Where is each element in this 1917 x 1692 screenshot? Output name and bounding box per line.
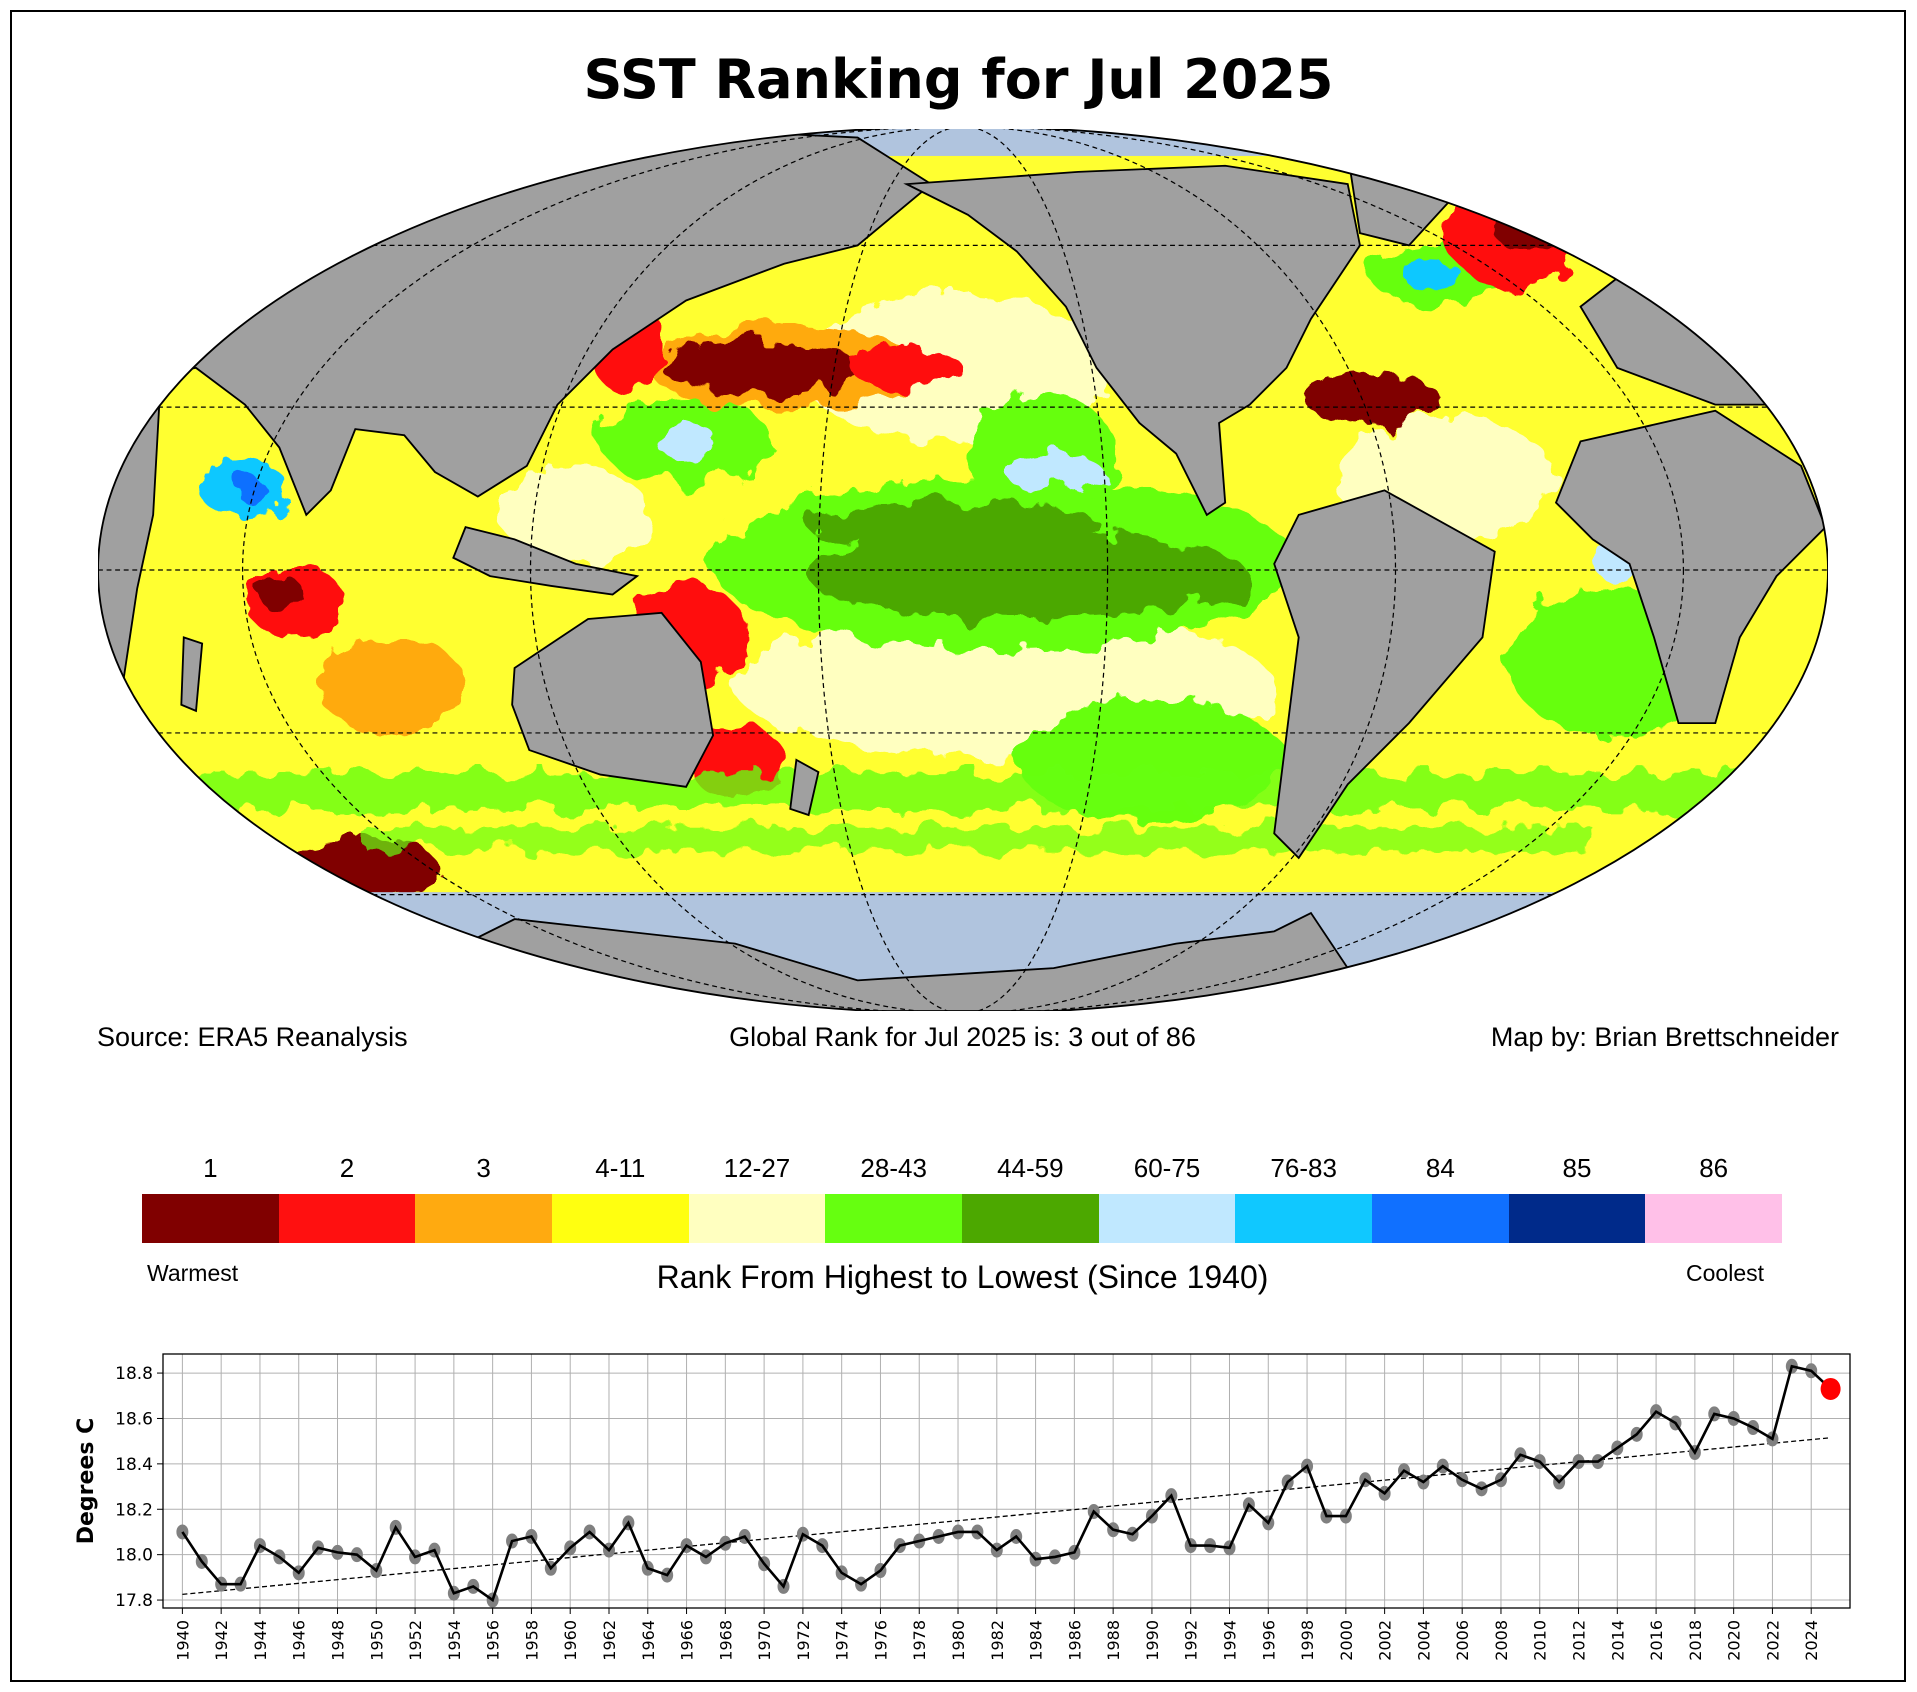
x-tick-label: 1958	[522, 1620, 541, 1661]
timeseries-chart: 1940 1942 1944 1946 1948 1950 1952 1954 1956 1958…	[74, 1353, 1851, 1661]
plot-frame	[162, 1353, 1851, 1609]
x-tick-label: 2008	[1492, 1620, 1511, 1661]
australia	[511, 611, 715, 788]
new-zealand	[789, 758, 820, 817]
legend-swatch-0	[142, 1194, 279, 1243]
x-tick-label: 1952	[406, 1620, 425, 1661]
series-line	[181, 1364, 1832, 1603]
x-tick-label: 1960	[561, 1620, 580, 1661]
x-tick-label: 1970	[755, 1620, 774, 1661]
legend-label: 4-11	[595, 1153, 646, 1183]
x-tick-label: 2024	[1802, 1620, 1821, 1661]
x-tick-label: 1988	[1104, 1620, 1123, 1661]
x-tick-label: 2020	[1725, 1620, 1744, 1661]
x-tick-label: 2006	[1453, 1620, 1472, 1661]
legend-label: 1	[203, 1153, 218, 1183]
legend-label: 84	[1425, 1153, 1455, 1183]
x-tick-label: 1966	[678, 1620, 697, 1661]
arctic-ice	[98, 129, 1828, 156]
sst-rank-map	[98, 129, 1828, 1011]
y-tick-label: 18.6	[115, 1409, 153, 1429]
south-america	[1273, 489, 1496, 860]
x-tick-label: 1954	[445, 1620, 464, 1661]
legend-swatch-9	[1372, 1194, 1509, 1243]
legend-label: 44-59	[997, 1153, 1064, 1183]
x-tick-label: 1994	[1220, 1620, 1239, 1661]
x-tick-label: 1980	[949, 1620, 968, 1661]
legend-swatch-11	[1645, 1194, 1783, 1243]
x-tick-label: 1948	[329, 1620, 348, 1661]
global-rank-label: Global Rank for Jul 2025 is: 3 out of 86	[729, 1022, 1196, 1052]
x-tick-label: 1996	[1259, 1620, 1278, 1661]
x-tick-label: 1992	[1182, 1620, 1201, 1661]
legend-swatch-5	[825, 1194, 963, 1243]
y-tick-label: 18.0	[115, 1546, 153, 1566]
legend-label: 2	[339, 1153, 355, 1183]
legend-swatch-7	[1098, 1194, 1236, 1243]
x-tick-label: 2004	[1414, 1620, 1433, 1661]
x-tick-label: 1962	[600, 1620, 619, 1661]
x-tick-label: 1986	[1065, 1620, 1084, 1661]
x-tick-label: 1940	[173, 1620, 192, 1661]
madagascar	[180, 636, 204, 713]
x-tick-label: 2018	[1686, 1620, 1705, 1661]
legend-label: 60-75	[1133, 1153, 1201, 1183]
source-label: Source: ERA5 Reanalysis	[97, 1022, 408, 1052]
y-tick-label: 18.8	[115, 1364, 153, 1384]
legend-swatch-2	[415, 1194, 553, 1243]
x-tick-label: 2016	[1647, 1620, 1666, 1661]
x-tick-label: 2012	[1570, 1620, 1589, 1661]
figure-frame	[10, 10, 1906, 1682]
southern-ocean-band	[122, 772, 1814, 852]
x-tick-label: 1964	[639, 1620, 658, 1661]
page-title: SST Ranking for Jul 2025	[583, 48, 1334, 111]
legend-label: 28-43	[860, 1153, 927, 1183]
x-tick-label: 1976	[871, 1620, 890, 1661]
legend-swatch-10	[1508, 1194, 1646, 1243]
legend-swatch-8	[1235, 1194, 1373, 1243]
x-tick-label: 1978	[910, 1620, 929, 1661]
x-tick-label: 1946	[290, 1620, 309, 1661]
legend-swatch-4	[688, 1194, 826, 1243]
graticule	[98, 129, 1828, 1011]
legend-warmest: Warmest	[147, 1260, 239, 1286]
x-tick-label: 1982	[988, 1620, 1007, 1661]
x-tick-label: 2022	[1763, 1620, 1782, 1661]
legend-label: 12-27	[723, 1153, 791, 1183]
indonesia	[452, 526, 640, 596]
x-tick-label: 1990	[1143, 1620, 1162, 1661]
x-tick-label: 1998	[1298, 1620, 1317, 1661]
x-tick-label: 1972	[794, 1620, 813, 1661]
x-tick-label: 1984	[1027, 1620, 1046, 1661]
legend-swatch-1	[278, 1194, 416, 1243]
x-tick-label: 2002	[1376, 1620, 1395, 1661]
trend-line	[182, 1437, 1831, 1596]
y-axis-label: Degrees C	[74, 1418, 99, 1545]
legend-label: 76-83	[1270, 1153, 1337, 1183]
y-tick-label: 17.8	[115, 1591, 153, 1611]
credit-label: Map by: Brian Brettschneider	[1490, 1022, 1839, 1052]
x-tick-label: 1956	[484, 1620, 503, 1661]
africa-west	[1554, 409, 1827, 725]
legend-swatch-6	[962, 1194, 1099, 1243]
y-tick-label: 18.2	[115, 1500, 153, 1520]
north-america	[903, 164, 1361, 517]
legend-colorbar	[142, 1194, 1783, 1243]
x-tick-label: 1950	[367, 1620, 386, 1661]
x-tick-label: 1942	[212, 1620, 231, 1661]
x-tick-label: 2010	[1531, 1620, 1550, 1661]
x-tick-label: 2014	[1608, 1620, 1627, 1661]
legend-label: 85	[1562, 1153, 1592, 1183]
legend-caption: Rank From Highest to Lowest (Since 1940)	[656, 1259, 1269, 1295]
legend-label: 3	[476, 1153, 491, 1183]
y-tick-label: 18.4	[115, 1455, 153, 1475]
x-tick-label: 1974	[833, 1620, 852, 1661]
legend-swatch-3	[552, 1194, 689, 1243]
x-tick-label: 1968	[716, 1620, 735, 1661]
x-tick-label: 1944	[251, 1620, 270, 1661]
legend-label: 86	[1699, 1153, 1729, 1183]
highlight-point-2025	[1820, 1377, 1841, 1400]
x-tick-label: 2000	[1337, 1620, 1356, 1661]
legend-coolest: Coolest	[1686, 1260, 1764, 1286]
